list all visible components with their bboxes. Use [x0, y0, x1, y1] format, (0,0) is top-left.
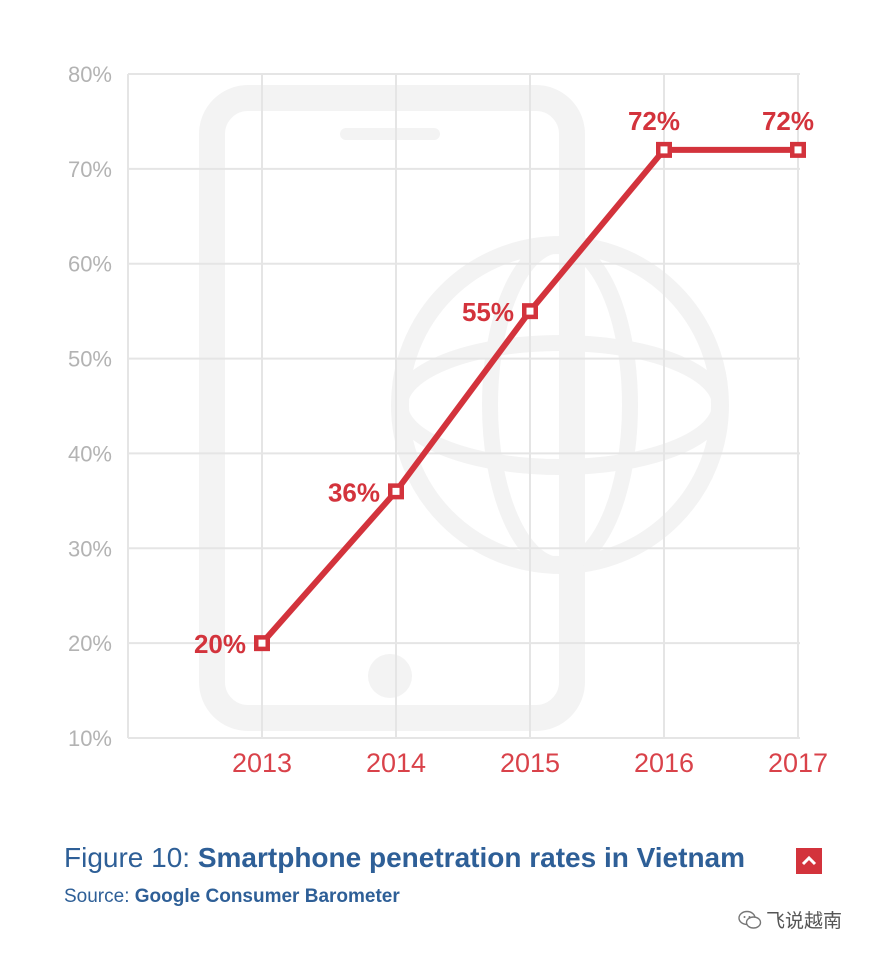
- y-tick-label: 30%: [68, 536, 112, 561]
- y-tick-label: 20%: [68, 631, 112, 656]
- y-tick-label: 40%: [68, 441, 112, 466]
- caption-title: Smartphone penetration rates in Vietnam: [197, 842, 746, 873]
- source-prefix: Source:: [64, 886, 135, 907]
- x-tick-label: 2015: [500, 748, 560, 778]
- data-point-marker: [388, 483, 404, 500]
- watermark: 飞说越南: [738, 906, 842, 933]
- phone-globe-background-icon: [199, 85, 729, 731]
- chevron-up-icon[interactable]: [796, 848, 822, 874]
- figure-caption: Figure 10: Smartphone penetration rates …: [64, 842, 745, 874]
- y-tick-label: 10%: [68, 726, 112, 751]
- data-label: 72%: [628, 106, 680, 136]
- x-tick-label: 2014: [366, 748, 426, 778]
- caption-prefix: Figure 10:: [64, 842, 198, 873]
- line-chart: 10%20%30%40%50%60%70%80% 2013 2014 2015 201…: [68, 62, 828, 778]
- data-point-marker: [254, 635, 270, 652]
- x-tick-label: 2016: [634, 748, 694, 778]
- grid-lines: [127, 73, 800, 739]
- data-label: 55%: [462, 297, 514, 327]
- y-tick-label: 60%: [68, 252, 112, 277]
- data-labels: 20% 36% 55% 72% 72%: [194, 106, 814, 659]
- data-label: 20%: [194, 629, 246, 659]
- y-axis-ticks: 10% 20% 30% 40% 50% 60% 70% 80%: [68, 62, 112, 751]
- x-axis-ticks: 2013 2014 2015 2016 2017: [232, 748, 828, 778]
- y-tick-label: 70%: [68, 157, 112, 182]
- wechat-icon: [738, 910, 762, 929]
- x-tick-label: 2013: [232, 748, 292, 778]
- data-point-marker: [656, 141, 672, 158]
- y-tick-label: 50%: [68, 347, 112, 372]
- x-tick-label: 2017: [768, 748, 828, 778]
- data-point-marker: [790, 141, 806, 158]
- source-line: Source: Google Consumer Barometer: [64, 886, 400, 908]
- y-tick-label: 80%: [68, 62, 112, 87]
- series-markers: [254, 141, 806, 652]
- data-label: 36%: [328, 477, 380, 507]
- data-point-marker: [522, 303, 538, 320]
- watermark-text: 飞说越南: [766, 911, 843, 932]
- data-label: 72%: [762, 106, 814, 136]
- source-name: Google Consumer Barometer: [134, 886, 400, 907]
